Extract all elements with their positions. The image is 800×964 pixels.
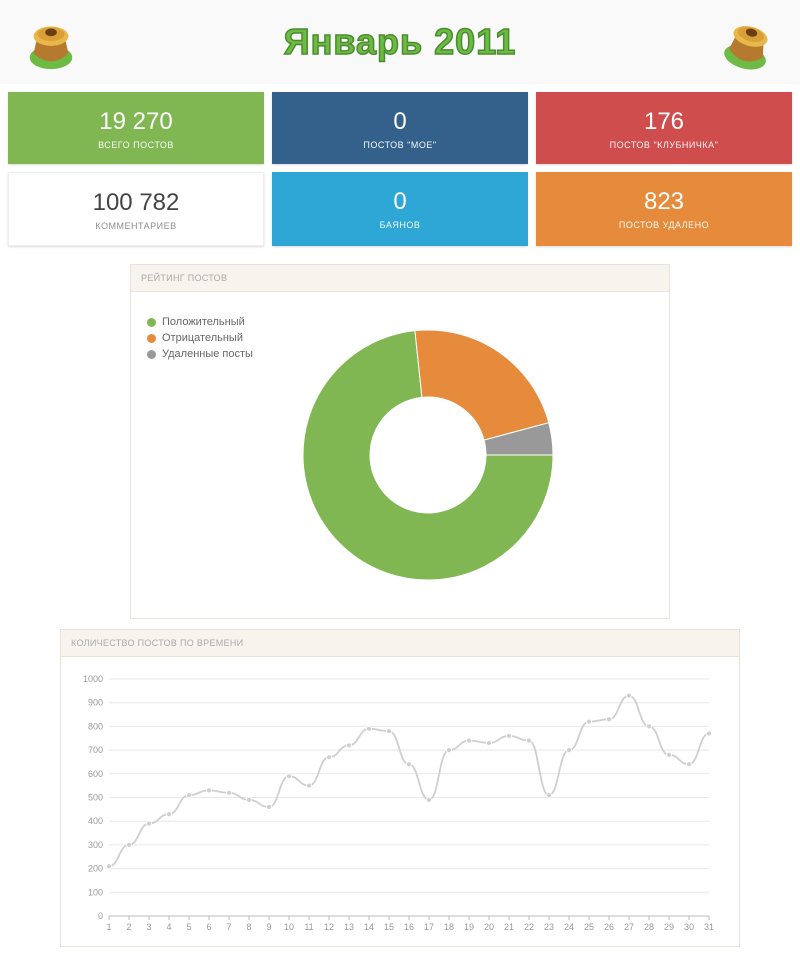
- card-my-posts[interactable]: 0 ПОСТОВ "МОЕ": [272, 92, 528, 164]
- svg-text:31: 31: [704, 922, 714, 932]
- line-chart: 0100200300400500600700800900100012345678…: [67, 671, 717, 936]
- legend-dot: [147, 350, 156, 359]
- svg-text:10: 10: [284, 922, 294, 932]
- page-header: Январь 2011: [0, 0, 800, 84]
- panel-timeline: КОЛИЧЕСТВО ПОСТОВ ПО ВРЕМЕНИ 0 100 200 300 4…: [60, 629, 740, 947]
- legend-item[interactable]: Удаленные посты: [147, 348, 253, 360]
- card-label: БАЯНОВ: [280, 220, 520, 230]
- svg-text:900: 900: [88, 698, 103, 708]
- svg-text:8: 8: [246, 922, 251, 932]
- svg-text:29: 29: [664, 922, 674, 932]
- svg-text:3: 3: [146, 922, 151, 932]
- svg-text:15: 15: [384, 922, 394, 932]
- legend-item[interactable]: Положительный: [147, 316, 253, 328]
- svg-text:27: 27: [624, 922, 634, 932]
- muffin-icon-left: [20, 11, 82, 73]
- svg-text:21: 21: [504, 922, 514, 932]
- card-strawberry-posts[interactable]: 176 ПОСТОВ "КЛУБНИЧКА": [536, 92, 792, 164]
- muffin-icon-right: [711, 4, 787, 80]
- svg-text:12: 12: [324, 922, 334, 932]
- donut-chart: [283, 310, 573, 600]
- svg-text:200: 200: [88, 864, 103, 874]
- svg-text:1: 1: [106, 922, 111, 932]
- svg-text:19: 19: [464, 922, 474, 932]
- svg-text:17: 17: [424, 922, 434, 932]
- svg-text:24: 24: [564, 922, 574, 932]
- svg-text:400: 400: [88, 816, 103, 826]
- card-value: 823: [544, 188, 784, 216]
- svg-text:20: 20: [484, 922, 494, 932]
- svg-text:28: 28: [644, 922, 654, 932]
- card-value: 176: [544, 108, 784, 136]
- svg-text:0: 0: [98, 911, 103, 921]
- legend-dot: [147, 318, 156, 327]
- svg-text:18: 18: [444, 922, 454, 932]
- svg-text:14: 14: [364, 922, 374, 932]
- svg-text:100: 100: [88, 887, 103, 897]
- legend-label: Положительный: [162, 316, 245, 328]
- svg-text:800: 800: [88, 721, 103, 731]
- svg-text:600: 600: [88, 769, 103, 779]
- svg-text:9: 9: [266, 922, 271, 932]
- page-title: Январь 2011: [284, 21, 517, 63]
- card-bayans[interactable]: 0 БАЯНОВ: [272, 172, 528, 246]
- panel-title: РЕЙТИНГ ПОСТОВ: [131, 265, 669, 292]
- svg-text:30: 30: [684, 922, 694, 932]
- card-label: ПОСТОВ "КЛУБНИЧКА": [544, 140, 784, 150]
- svg-text:11: 11: [304, 922, 313, 932]
- donut-legend: Положительный Отрицательный Удаленные по…: [141, 310, 253, 364]
- legend-dot: [147, 334, 156, 343]
- svg-text:16: 16: [404, 922, 414, 932]
- stat-cards: 19 270 ВСЕГО ПОСТОВ 0 ПОСТОВ "МОЕ" 176 П…: [0, 84, 800, 254]
- card-value: 19 270: [16, 108, 256, 136]
- card-deleted-posts[interactable]: 823 ПОСТОВ УДАЛЕНО: [536, 172, 792, 246]
- svg-text:300: 300: [88, 840, 103, 850]
- svg-text:2: 2: [126, 922, 131, 932]
- card-value: 0: [280, 108, 520, 136]
- card-label: ПОСТОВ УДАЛЕНО: [544, 220, 784, 230]
- svg-text:25: 25: [584, 922, 594, 932]
- legend-item[interactable]: Отрицательный: [147, 332, 253, 344]
- svg-text:500: 500: [88, 793, 103, 803]
- card-label: ПОСТОВ "МОЕ": [280, 140, 520, 150]
- svg-text:23: 23: [544, 922, 554, 932]
- svg-text:7: 7: [226, 922, 231, 932]
- svg-text:26: 26: [604, 922, 614, 932]
- card-label: КОММЕНТАРИЕВ: [17, 221, 255, 231]
- legend-label: Удаленные посты: [162, 348, 253, 360]
- svg-text:4: 4: [166, 922, 171, 932]
- legend-label: Отрицательный: [162, 332, 243, 344]
- card-value: 100 782: [17, 189, 255, 217]
- card-comments[interactable]: 100 782 КОММЕНТАРИЕВ: [8, 172, 264, 246]
- card-label: ВСЕГО ПОСТОВ: [16, 140, 256, 150]
- svg-text:6: 6: [206, 922, 211, 932]
- svg-text:1000: 1000: [83, 674, 103, 684]
- svg-text:22: 22: [524, 922, 534, 932]
- panel-rating: РЕЙТИНГ ПОСТОВ Положительный Отрицательн…: [130, 264, 670, 619]
- svg-text:13: 13: [344, 922, 354, 932]
- svg-text:5: 5: [186, 922, 191, 932]
- card-total-posts[interactable]: 19 270 ВСЕГО ПОСТОВ: [8, 92, 264, 164]
- card-value: 0: [280, 188, 520, 216]
- svg-text:700: 700: [88, 745, 103, 755]
- panel-title: КОЛИЧЕСТВО ПОСТОВ ПО ВРЕМЕНИ: [61, 630, 739, 657]
